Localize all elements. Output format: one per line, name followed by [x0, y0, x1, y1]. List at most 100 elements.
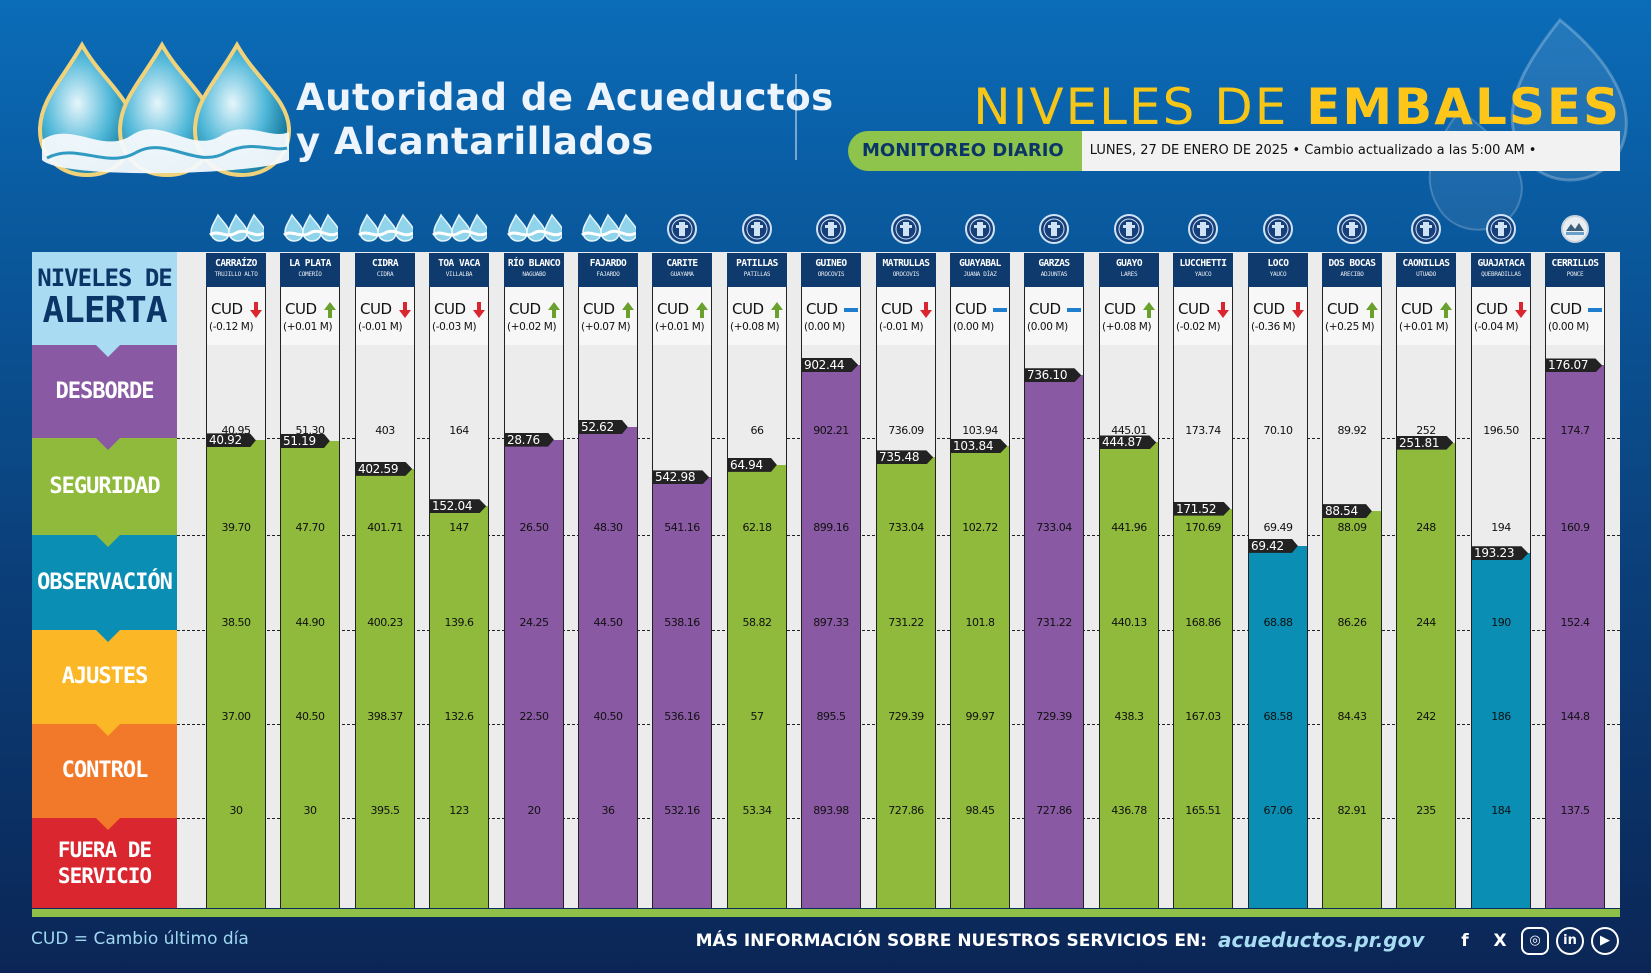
cud-box: CUD (+0.02 M) — [504, 287, 564, 345]
linkedin-icon[interactable]: in — [1556, 927, 1584, 955]
cud-change: (+0.07 M) — [581, 321, 631, 333]
threshold-value: 899.16 — [813, 521, 849, 534]
cud-box: CUD (+0.07 M) — [578, 287, 638, 345]
cud-change: (+0.01 M) — [655, 321, 705, 333]
arrow-down-icon — [1515, 302, 1527, 318]
instagram-icon[interactable]: ◎ — [1521, 927, 1549, 955]
cud-label: CUD — [732, 300, 764, 318]
youtube-icon[interactable]: ▶ — [1591, 927, 1619, 955]
facebook-icon[interactable]: f — [1461, 931, 1469, 951]
level-bar — [802, 365, 860, 908]
alert-level-6: FUERA DE SERVICIO — [32, 818, 177, 908]
reservoir-name: RÍO BLANCO — [507, 258, 561, 269]
threshold-value: 895.5 — [816, 710, 847, 723]
threshold-value: 538.16 — [664, 616, 700, 629]
reservoir-location: VILLALBA — [445, 271, 473, 278]
current-level-label: 64.94 — [728, 457, 777, 472]
threshold-value: 66 — [750, 424, 765, 437]
threshold-value: 438.3 — [1114, 710, 1145, 723]
arrow-up-icon — [1440, 302, 1452, 318]
level-bar — [653, 477, 711, 908]
reservoir-name: LOCO — [1267, 258, 1289, 269]
level-bar — [951, 445, 1009, 908]
threshold-value: 165.51 — [1185, 804, 1221, 817]
level-bar — [1249, 545, 1307, 908]
reservoir-name: LA PLATA — [289, 258, 331, 269]
level-bar — [207, 440, 265, 908]
threshold-value: 194 — [1491, 521, 1511, 534]
cud-box: CUD (0.00 M) — [950, 287, 1010, 345]
no-change-icon — [1588, 308, 1602, 312]
threshold-value: 40.50 — [295, 710, 326, 723]
reservoir-header: CARRAÍZO TRUJILLO ALTO — [206, 253, 266, 287]
cud-box: CUD (0.00 M) — [801, 287, 861, 345]
arrow-up-icon — [1366, 302, 1378, 318]
reservoir-name: CARRAÍZO — [215, 258, 257, 269]
threshold-value: 69.49 — [1263, 521, 1294, 534]
reservoir-column — [429, 345, 489, 908]
threshold-value: 103.94 — [962, 424, 998, 437]
cud-box: CUD (-0.02 M) — [1173, 287, 1233, 345]
reservoir-column — [1545, 345, 1605, 908]
threshold-value: 58.82 — [742, 616, 773, 629]
arrow-down-icon — [1292, 302, 1304, 318]
seal-icon — [729, 211, 785, 247]
no-change-icon — [993, 308, 1007, 312]
reservoir-column — [801, 345, 861, 908]
cud-box: CUD (0.00 M) — [1024, 287, 1084, 345]
water-waves-icon — [208, 211, 266, 247]
legend-pointer — [96, 345, 120, 357]
website-link[interactable]: acueductos.pr.gov — [1218, 928, 1425, 952]
seal-icon — [1398, 211, 1454, 247]
threshold-value: 733.04 — [888, 521, 924, 534]
reservoir-header: GUAYO LARES — [1099, 253, 1159, 287]
reservoir-name: CIDRA — [371, 258, 399, 269]
reservoir-header: CARITE GUAYAMA — [652, 253, 712, 287]
cud-label: CUD — [955, 300, 987, 318]
cud-label: CUD — [1327, 300, 1359, 318]
cud-label: CUD — [1029, 300, 1061, 318]
threshold-value: 30 — [303, 804, 318, 817]
x-icon[interactable]: X — [1493, 931, 1507, 951]
reservoir-location: NAGUABO — [522, 271, 546, 278]
level-bar — [1323, 511, 1381, 908]
legend-pointer — [96, 535, 120, 547]
cud-box: CUD (-0.01 M) — [355, 287, 415, 345]
cud-change: (-0.03 M) — [432, 321, 477, 333]
cud-change: (-0.36 M) — [1251, 321, 1296, 333]
alert-level-2: SEGURIDAD — [32, 438, 177, 535]
water-waves-icon — [431, 211, 489, 247]
arrow-down-icon — [250, 302, 262, 318]
title-part2: EMBALSES — [1306, 78, 1621, 136]
reservoir-column — [1248, 345, 1308, 908]
reservoir-location: ADJUNTAS — [1040, 271, 1068, 278]
cud-box: CUD (+0.01 M) — [1396, 287, 1456, 345]
threshold-value: 70.10 — [1263, 424, 1294, 437]
cud-label: CUD — [434, 300, 466, 318]
cud-note: CUD = Cambio último día — [31, 929, 249, 949]
page-title: NIVELES DE EMBALSES — [973, 78, 1621, 136]
threshold-value: 62.18 — [742, 521, 773, 534]
alert-level-3: OBSERVACIÓN — [32, 535, 177, 630]
cud-change: (0.00 M) — [1548, 321, 1589, 333]
cud-label: CUD — [360, 300, 392, 318]
threshold-value: 44.90 — [295, 616, 326, 629]
threshold-value: 86.26 — [1337, 616, 1368, 629]
current-level-label: 40.92 — [207, 433, 256, 448]
cud-change: (-0.12 M) — [209, 321, 254, 333]
reservoir-location: JUANA DÍAZ — [963, 271, 997, 278]
reservoir-location: OROCOVIS — [892, 271, 920, 278]
cud-change: (-0.02 M) — [1176, 321, 1221, 333]
threshold-value: 190 — [1491, 616, 1511, 629]
monitor-info: LUNES, 27 DE ENERO DE 2025 • Cambio actu… — [1081, 131, 1620, 171]
level-bar — [356, 468, 414, 908]
threshold-value: 395.5 — [370, 804, 401, 817]
more-info-text: MÁS INFORMACIÓN SOBRE NUESTROS SERVICIOS… — [695, 931, 1207, 951]
reservoir-location: ARECIBO — [1340, 271, 1364, 278]
alert-level-1: DESBORDE — [32, 345, 177, 438]
threshold-value: 186 — [1491, 710, 1511, 723]
threshold-value: 436.78 — [1111, 804, 1147, 817]
threshold-value: 47.70 — [295, 521, 326, 534]
seal-icon — [654, 211, 710, 247]
seal-icon — [803, 211, 859, 247]
